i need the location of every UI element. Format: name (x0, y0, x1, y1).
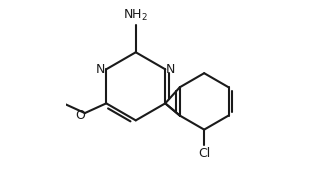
Text: O: O (76, 109, 85, 122)
Text: Cl: Cl (198, 147, 210, 160)
Text: N: N (166, 63, 175, 76)
Text: NH$_2$: NH$_2$ (123, 8, 148, 23)
Text: N: N (96, 63, 106, 76)
